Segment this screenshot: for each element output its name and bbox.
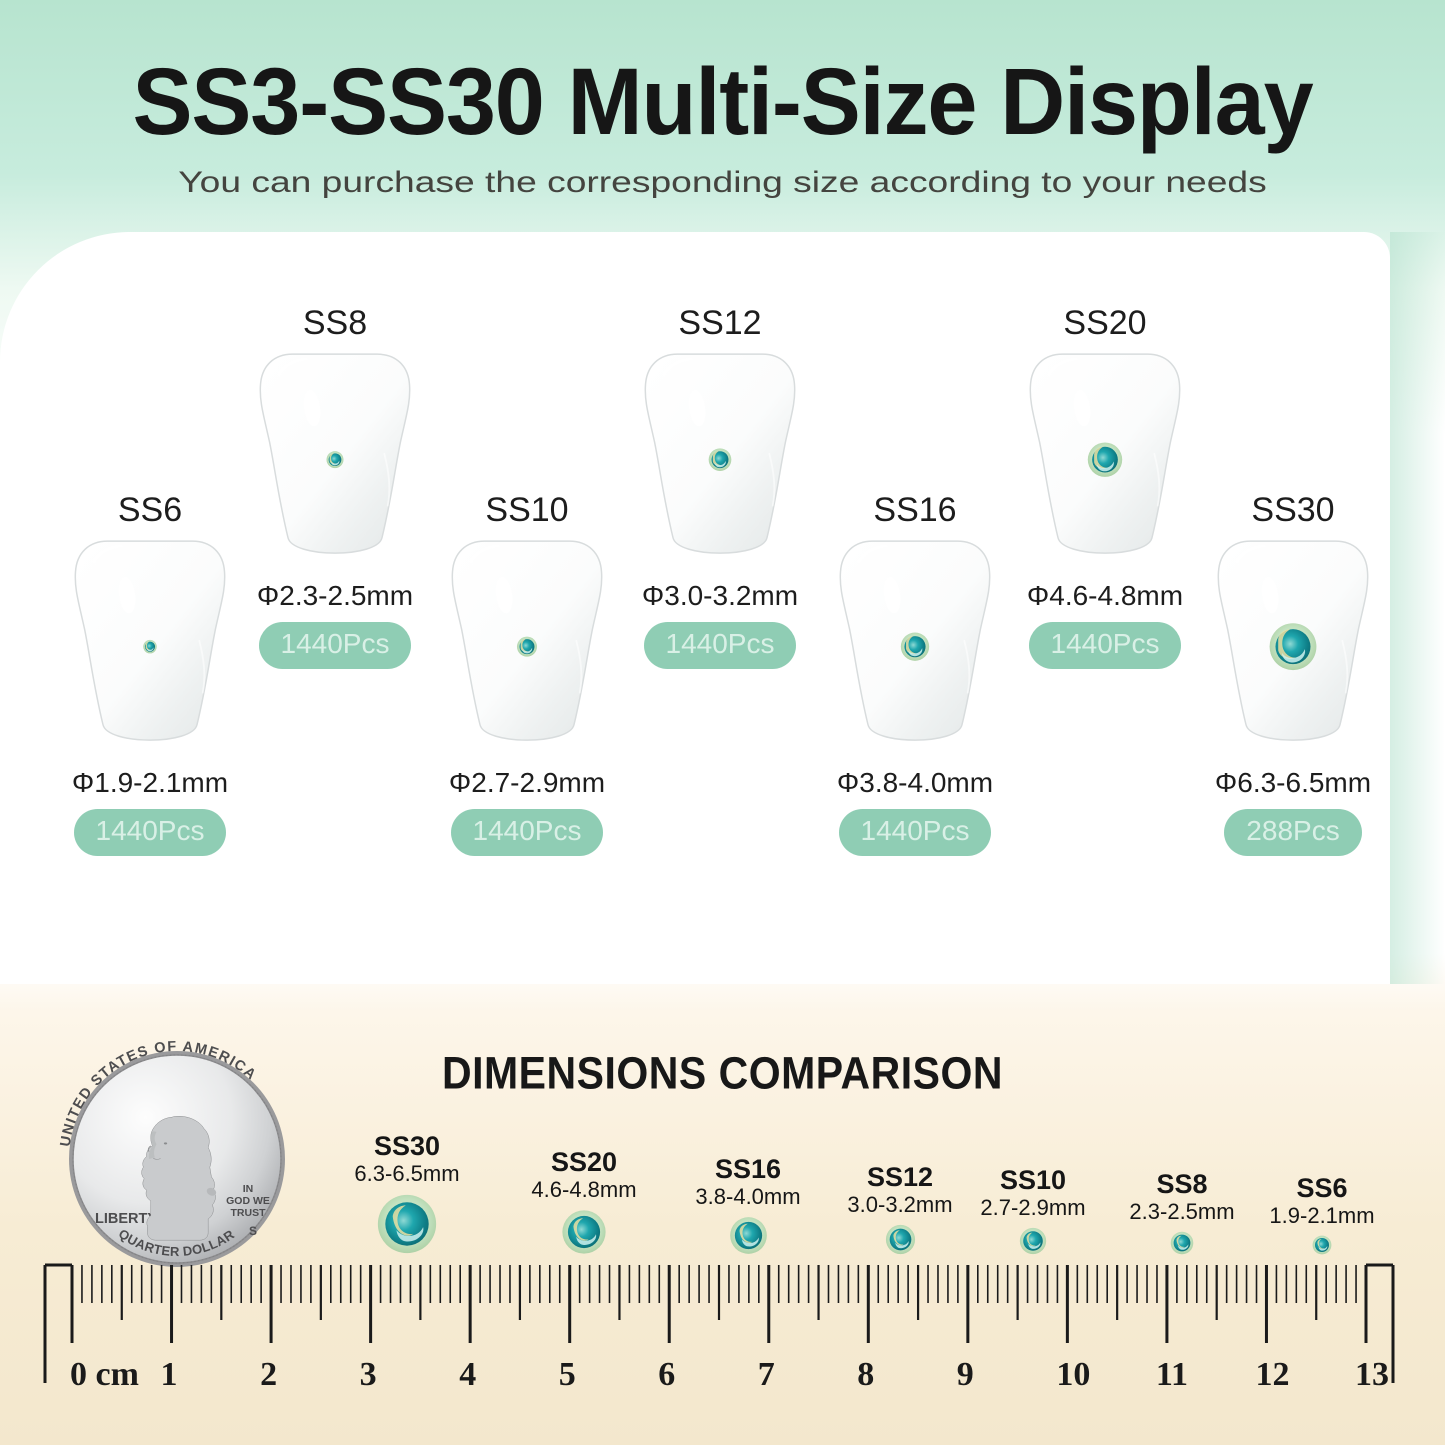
svg-text:5: 5	[559, 1356, 576, 1393]
svg-text:GOD WE: GOD WE	[226, 1195, 270, 1207]
svg-text:2: 2	[260, 1356, 277, 1393]
svg-text:11: 11	[1156, 1356, 1188, 1393]
svg-text:TRUST: TRUST	[231, 1207, 267, 1219]
svg-text:9: 9	[957, 1356, 974, 1393]
svg-text:13: 13	[1355, 1356, 1389, 1393]
svg-text:12: 12	[1256, 1356, 1290, 1393]
svg-text:7: 7	[758, 1356, 775, 1393]
svg-text:8: 8	[857, 1356, 874, 1393]
svg-text:0 cm: 0 cm	[70, 1356, 139, 1393]
svg-text:IN: IN	[243, 1183, 254, 1195]
svg-text:10: 10	[1056, 1356, 1090, 1393]
svg-text:1: 1	[161, 1356, 178, 1393]
svg-text:3: 3	[360, 1356, 377, 1393]
svg-text:6: 6	[658, 1356, 675, 1393]
svg-text:4: 4	[459, 1356, 476, 1393]
svg-text:S: S	[249, 1224, 257, 1238]
